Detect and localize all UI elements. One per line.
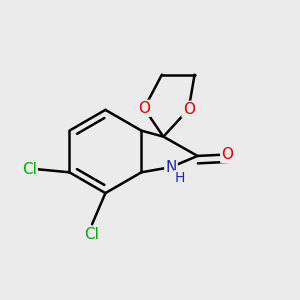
Text: N: N	[165, 160, 177, 175]
Text: O: O	[183, 102, 195, 117]
Text: H: H	[174, 171, 184, 185]
Text: O: O	[221, 147, 233, 162]
Text: O: O	[138, 101, 150, 116]
Text: Cl: Cl	[22, 162, 37, 177]
Text: Cl: Cl	[85, 227, 100, 242]
